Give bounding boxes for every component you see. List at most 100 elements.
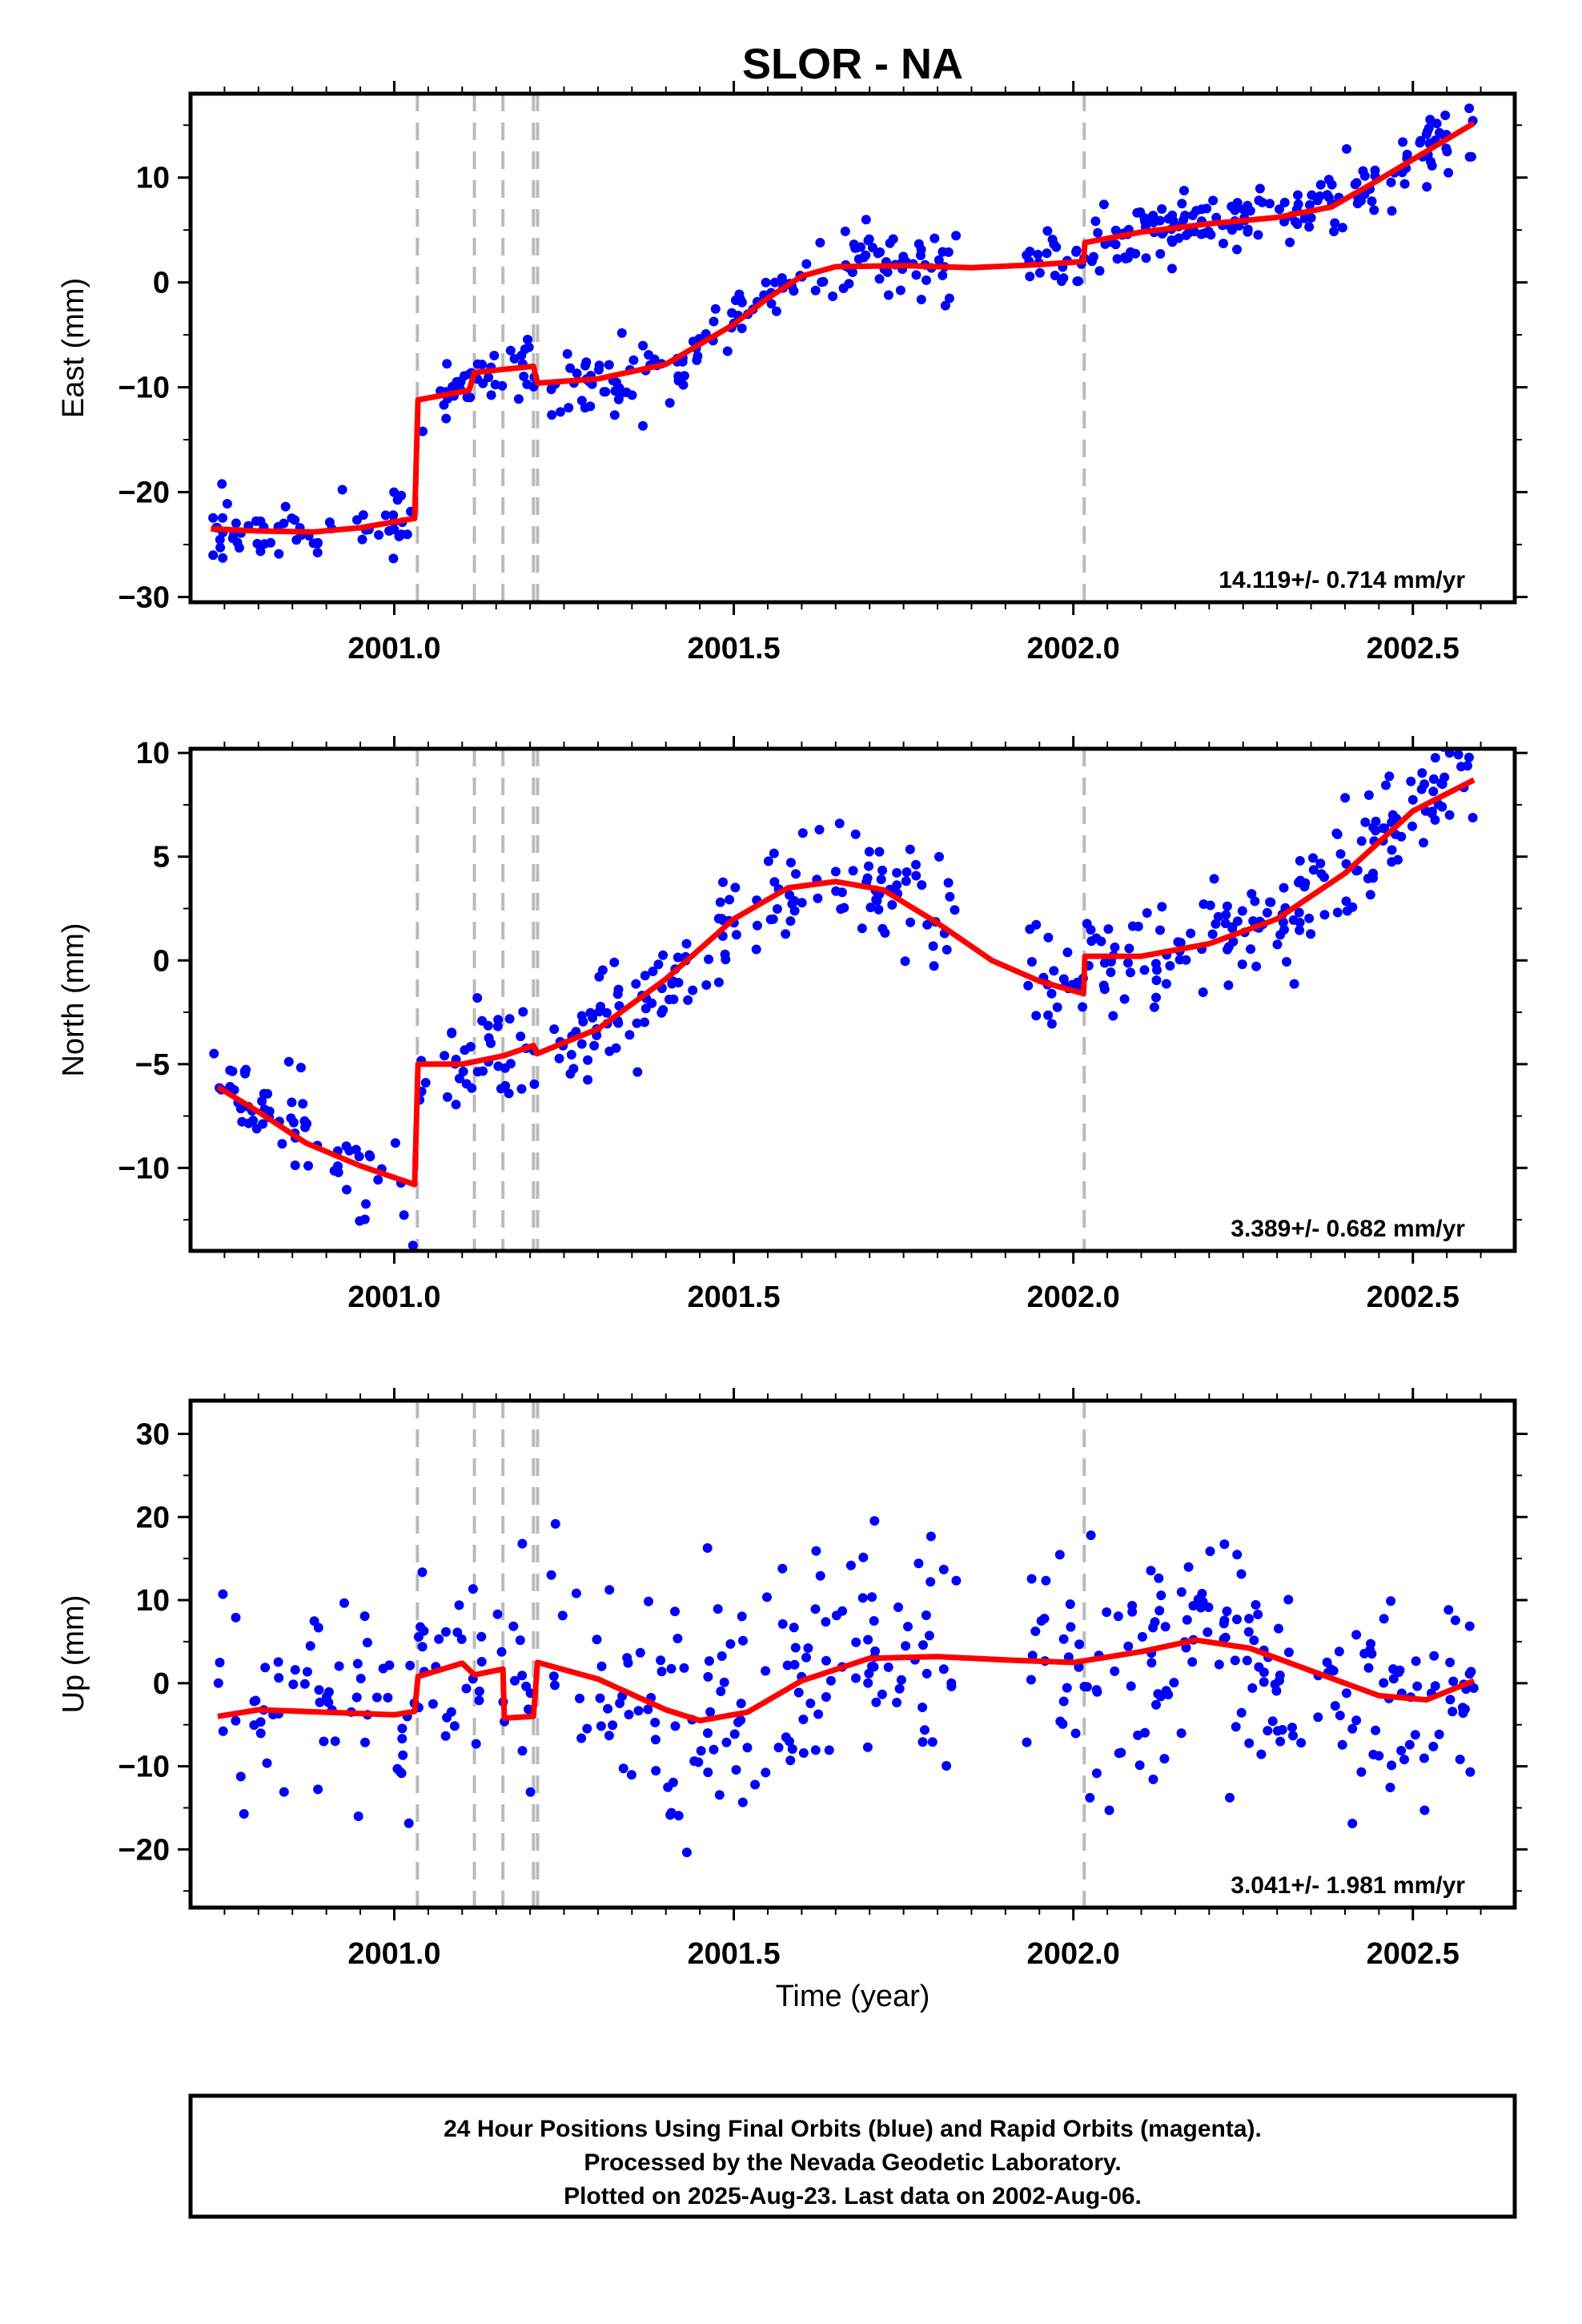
data-point — [1103, 924, 1114, 935]
data-point — [329, 1166, 339, 1176]
data-point — [722, 346, 733, 356]
data-point — [472, 359, 483, 369]
y-tick-label: −30 — [118, 581, 170, 614]
data-point — [1304, 200, 1315, 210]
data-point — [550, 1680, 560, 1691]
data-point — [731, 1765, 741, 1775]
data-point — [927, 1737, 938, 1747]
data-point — [465, 1042, 476, 1051]
data-point — [1445, 1695, 1456, 1705]
data-point — [883, 1662, 893, 1672]
data-point — [1387, 206, 1397, 216]
data-point — [837, 887, 847, 898]
data-point — [1232, 198, 1243, 208]
data-point — [885, 238, 895, 248]
data-point — [266, 537, 275, 548]
data-point — [1396, 831, 1407, 842]
data-point — [383, 1692, 393, 1703]
data-point — [785, 890, 795, 900]
data-point — [1202, 203, 1212, 214]
data-point — [1026, 957, 1037, 967]
data-point — [1153, 1689, 1163, 1699]
data-point — [1415, 135, 1426, 146]
data-point — [337, 485, 347, 495]
data-point — [710, 304, 721, 314]
data-point — [762, 1592, 772, 1602]
data-point — [664, 995, 674, 1004]
data-point — [604, 360, 614, 370]
data-point — [315, 1697, 325, 1707]
data-point — [525, 1787, 536, 1797]
data-point — [1315, 858, 1326, 869]
data-point — [596, 1001, 606, 1011]
data-point — [1236, 1569, 1247, 1579]
data-point — [1113, 1611, 1123, 1622]
model-fit-line — [211, 120, 1476, 535]
data-point — [1175, 938, 1186, 948]
data-point — [847, 267, 857, 277]
data-point — [1237, 906, 1247, 916]
data-point — [798, 1715, 809, 1724]
data-point — [575, 1693, 584, 1703]
data-point — [1274, 1623, 1283, 1634]
data-point — [921, 275, 931, 285]
data-point — [1332, 829, 1343, 839]
data-point — [926, 1577, 936, 1587]
data-point — [911, 870, 921, 881]
data-point — [1275, 1675, 1284, 1686]
data-point — [737, 1797, 748, 1807]
data-point — [262, 1758, 272, 1768]
data-point — [1243, 1626, 1254, 1637]
data-point — [1244, 1738, 1255, 1748]
data-point — [1332, 907, 1343, 918]
data-point — [323, 1697, 334, 1707]
data-point — [1086, 936, 1097, 947]
data-point — [398, 1750, 408, 1760]
data-point — [260, 1663, 271, 1673]
data-point — [895, 285, 905, 296]
data-point — [1211, 919, 1221, 929]
data-point — [1379, 823, 1390, 834]
data-point — [1232, 916, 1243, 927]
data-point — [1025, 271, 1035, 282]
data-point — [1443, 167, 1454, 178]
x-tick-label: 2002.0 — [1027, 632, 1120, 665]
data-point — [785, 916, 796, 927]
data-point — [1407, 821, 1417, 831]
data-point — [486, 390, 496, 400]
data-point — [930, 233, 940, 243]
data-point — [905, 917, 916, 927]
velocity-annotation: 14.119+/- 0.714 mm/yr — [1219, 567, 1465, 593]
data-point — [1430, 1681, 1440, 1691]
data-point — [1294, 878, 1303, 887]
data-point — [924, 1630, 934, 1641]
data-point — [1112, 254, 1122, 264]
data-point — [1135, 207, 1146, 217]
data-point — [1304, 222, 1315, 232]
data-point — [394, 531, 404, 541]
data-point — [547, 410, 557, 420]
data-point — [1151, 992, 1161, 1003]
data-point — [229, 1085, 239, 1095]
data-point — [1379, 1614, 1389, 1624]
data-point — [1157, 204, 1167, 214]
data-point — [517, 1538, 528, 1549]
data-point — [1070, 1728, 1081, 1739]
data-point — [1066, 1622, 1076, 1632]
data-point — [471, 1739, 481, 1749]
data-point — [1154, 1606, 1165, 1616]
data-point — [1351, 178, 1362, 188]
data-point — [713, 1604, 723, 1614]
data-point — [1387, 1760, 1397, 1771]
data-point — [777, 273, 787, 283]
data-point — [397, 1723, 408, 1734]
data-point — [1404, 1739, 1415, 1750]
data-point — [1179, 186, 1189, 195]
data-point — [252, 538, 263, 549]
data-point — [355, 1216, 365, 1226]
data-point — [877, 1689, 887, 1699]
panels: −30 −20 −10 0 10 2001.0 2001.5 2002.0 2002.5 East… — [57, 81, 1528, 1971]
data-point — [1387, 845, 1397, 855]
data-point — [1026, 1574, 1037, 1584]
x-tick-label: 2002.0 — [1027, 1937, 1120, 1971]
